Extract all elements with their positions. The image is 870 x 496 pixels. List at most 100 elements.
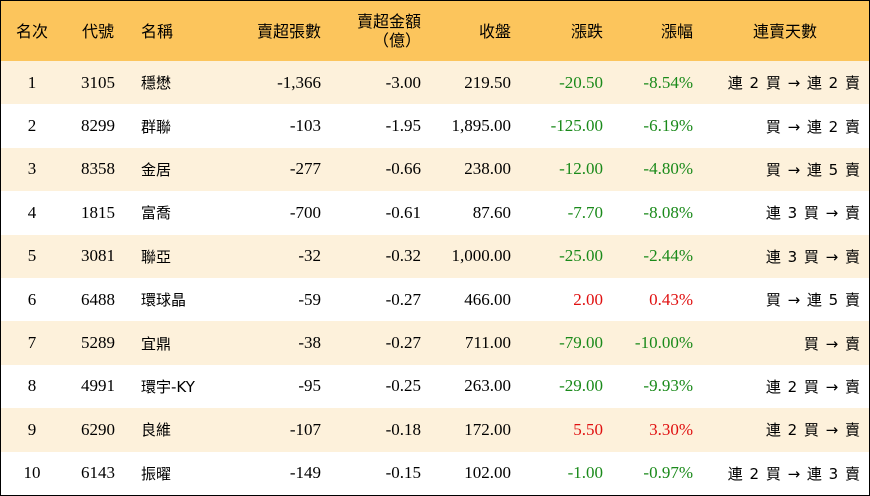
table-row: 6 6488 環球晶 -59 -0.27 466.00 2.00 0.43% 買 → 連 5 賣 bbox=[1, 277, 869, 322]
cell-rank: 9 bbox=[27, 419, 37, 439]
table-row: 4 1815 富喬 -700 -0.61 87.60 -7.70 -8.08% 連 3 買 → … bbox=[1, 191, 869, 235]
table-row: 9 6290 良維 -107 -0.18 172.00 5.50 3.30% 連 2 買 → 賣 bbox=[1, 408, 869, 452]
cell-close: 102.00 bbox=[464, 463, 511, 483]
cell-code: 6488 bbox=[81, 289, 115, 309]
cell-close: 219.50 bbox=[464, 72, 511, 92]
header-net-sell-amount-line2: （億） bbox=[372, 31, 421, 50]
cell-rank: 1 bbox=[27, 72, 37, 92]
cell-code: 8299 bbox=[81, 116, 115, 136]
header-net-sell-lots: 賣超張數 bbox=[256, 21, 321, 41]
header-net-sell-amount-line1: 賣超金額 bbox=[356, 12, 421, 31]
cell-code: 6143 bbox=[81, 463, 115, 483]
cell-change-pct: 0.43% bbox=[649, 289, 693, 309]
cell-name: 宜鼎 bbox=[141, 334, 172, 353]
cell-close: 711.00 bbox=[464, 333, 511, 353]
cell-net-sell-lots: -149 bbox=[289, 463, 321, 483]
cell-change-pct: -2.44% bbox=[643, 246, 693, 266]
cell-close: 466.00 bbox=[464, 289, 511, 309]
cell-name: 良維 bbox=[141, 421, 172, 440]
cell-close: 1,000.00 bbox=[451, 246, 512, 266]
cell-streak: 買 → 連 5 賣 bbox=[765, 160, 861, 179]
cell-streak: 連 2 買 → 連 2 賣 bbox=[727, 74, 861, 93]
header-close: 收盤 bbox=[478, 21, 511, 41]
cell-close: 1,895.00 bbox=[451, 116, 512, 136]
cell-code: 8358 bbox=[81, 159, 115, 179]
cell-net-sell-lots: -38 bbox=[298, 333, 321, 353]
table-row: 2 8299 群聯 -103 -1.95 1,895.00 -125.00 -6.19% 買 →… bbox=[1, 104, 869, 148]
cell-rank: 8 bbox=[27, 376, 37, 396]
cell-net-sell-lots: -32 bbox=[298, 246, 321, 266]
cell-name: 富喬 bbox=[141, 204, 172, 223]
cell-net-sell-amount: -0.66 bbox=[385, 159, 421, 179]
cell-close: 87.60 bbox=[472, 202, 511, 222]
cell-streak: 買 → 連 5 賣 bbox=[765, 291, 861, 310]
header-name: 名稱 bbox=[141, 21, 174, 41]
cell-streak: 連 2 買 → 連 3 賣 bbox=[727, 464, 861, 483]
cell-net-sell-lots: -95 bbox=[298, 376, 321, 396]
cell-net-sell-lots: -103 bbox=[289, 116, 321, 136]
cell-net-sell-amount: -3.00 bbox=[385, 72, 421, 92]
cell-change: 5.50 bbox=[573, 419, 603, 439]
table-row: 10 6143 振曜 -149 -0.15 102.00 -1.00 -0.97% 連 2 買 … bbox=[1, 451, 869, 495]
cell-rank: 2 bbox=[27, 116, 37, 136]
cell-streak: 連 3 買 → 賣 bbox=[765, 247, 861, 266]
cell-change-pct: -8.08% bbox=[643, 202, 693, 222]
cell-code: 3105 bbox=[81, 72, 115, 92]
cell-rank: 10 bbox=[23, 463, 41, 483]
header-change: 漲跌 bbox=[570, 21, 603, 41]
cell-net-sell-amount: -0.61 bbox=[385, 202, 421, 222]
cell-change: -79.00 bbox=[559, 333, 603, 353]
table-row: 5 3081 聯亞 -32 -0.32 1,000.00 -25.00 -2.44% 連 3 買… bbox=[1, 234, 869, 278]
cell-change: 2.00 bbox=[573, 289, 603, 309]
cell-code: 3081 bbox=[81, 246, 115, 266]
cell-streak: 連 3 買 → 賣 bbox=[765, 204, 861, 223]
cell-code: 5289 bbox=[81, 333, 115, 353]
cell-net-sell-amount: -1.95 bbox=[385, 116, 421, 136]
cell-name: 環球晶 bbox=[141, 291, 187, 310]
cell-change-pct: -0.97% bbox=[643, 463, 693, 483]
table-row: 3 8358 金居 -277 -0.66 238.00 -12.00 -4.80% 買 → 連 … bbox=[1, 147, 869, 192]
cell-change: -20.50 bbox=[559, 72, 603, 92]
table-header: 名次 代號 名稱 賣超張數 賣超金額 （億） 收盤 漲跌 漲幅 連賣天數 bbox=[1, 1, 869, 61]
cell-change: -125.00 bbox=[550, 116, 603, 136]
cell-close: 238.00 bbox=[464, 159, 511, 179]
cell-code: 6290 bbox=[81, 419, 115, 439]
cell-close: 172.00 bbox=[464, 419, 511, 439]
cell-code: 4991 bbox=[81, 376, 115, 396]
cell-net-sell-amount: -0.27 bbox=[385, 333, 421, 353]
cell-rank: 3 bbox=[27, 159, 37, 179]
header-net-sell-amount: 賣超金額 （億） bbox=[329, 1, 429, 61]
table-row: 7 5289 宜鼎 -38 -0.27 711.00 -79.00 -10.00% 買 → 賣 bbox=[1, 321, 869, 365]
cell-code: 1815 bbox=[81, 202, 115, 222]
cell-net-sell-amount: -0.18 bbox=[385, 419, 421, 439]
header-row: 名次 代號 名稱 賣超張數 賣超金額 （億） 收盤 漲跌 漲幅 連賣天數 bbox=[1, 1, 869, 61]
cell-change: -7.70 bbox=[567, 202, 603, 222]
table-row: 1 3105 穩懋 -1,366 -3.00 219.50 -20.50 -8.54% 連 2 … bbox=[1, 61, 869, 105]
cell-net-sell-lots: -1,366 bbox=[277, 72, 321, 92]
cell-net-sell-amount: -0.27 bbox=[385, 289, 421, 309]
cell-change: -12.00 bbox=[559, 159, 603, 179]
cell-change-pct: -6.19% bbox=[643, 116, 693, 136]
cell-net-sell-lots: -277 bbox=[289, 159, 321, 179]
cell-rank: 5 bbox=[27, 246, 37, 266]
cell-streak: 連 2 買 → 賣 bbox=[765, 421, 861, 440]
cell-change-pct: -8.54% bbox=[643, 72, 693, 92]
cell-streak: 連 2 買 → 賣 bbox=[765, 377, 861, 396]
cell-rank: 7 bbox=[27, 333, 37, 353]
header-code: 代號 bbox=[81, 21, 114, 41]
cell-rank: 6 bbox=[27, 289, 37, 309]
cell-name: 振曜 bbox=[141, 464, 172, 483]
cell-name: 聯亞 bbox=[141, 247, 172, 266]
cell-streak: 買 → 連 2 賣 bbox=[765, 117, 861, 136]
cell-streak: 買 → 賣 bbox=[803, 334, 861, 353]
cell-name: 環宇-KY bbox=[141, 377, 195, 396]
header-rank: 名次 bbox=[15, 21, 48, 41]
cell-net-sell-amount: -0.25 bbox=[385, 376, 421, 396]
cell-net-sell-amount: -0.15 bbox=[385, 463, 421, 483]
cell-name: 穩懋 bbox=[141, 74, 172, 93]
cell-net-sell-lots: -107 bbox=[289, 419, 321, 439]
cell-close: 263.00 bbox=[464, 376, 511, 396]
cell-name: 群聯 bbox=[141, 117, 172, 136]
cell-change: -1.00 bbox=[567, 463, 603, 483]
